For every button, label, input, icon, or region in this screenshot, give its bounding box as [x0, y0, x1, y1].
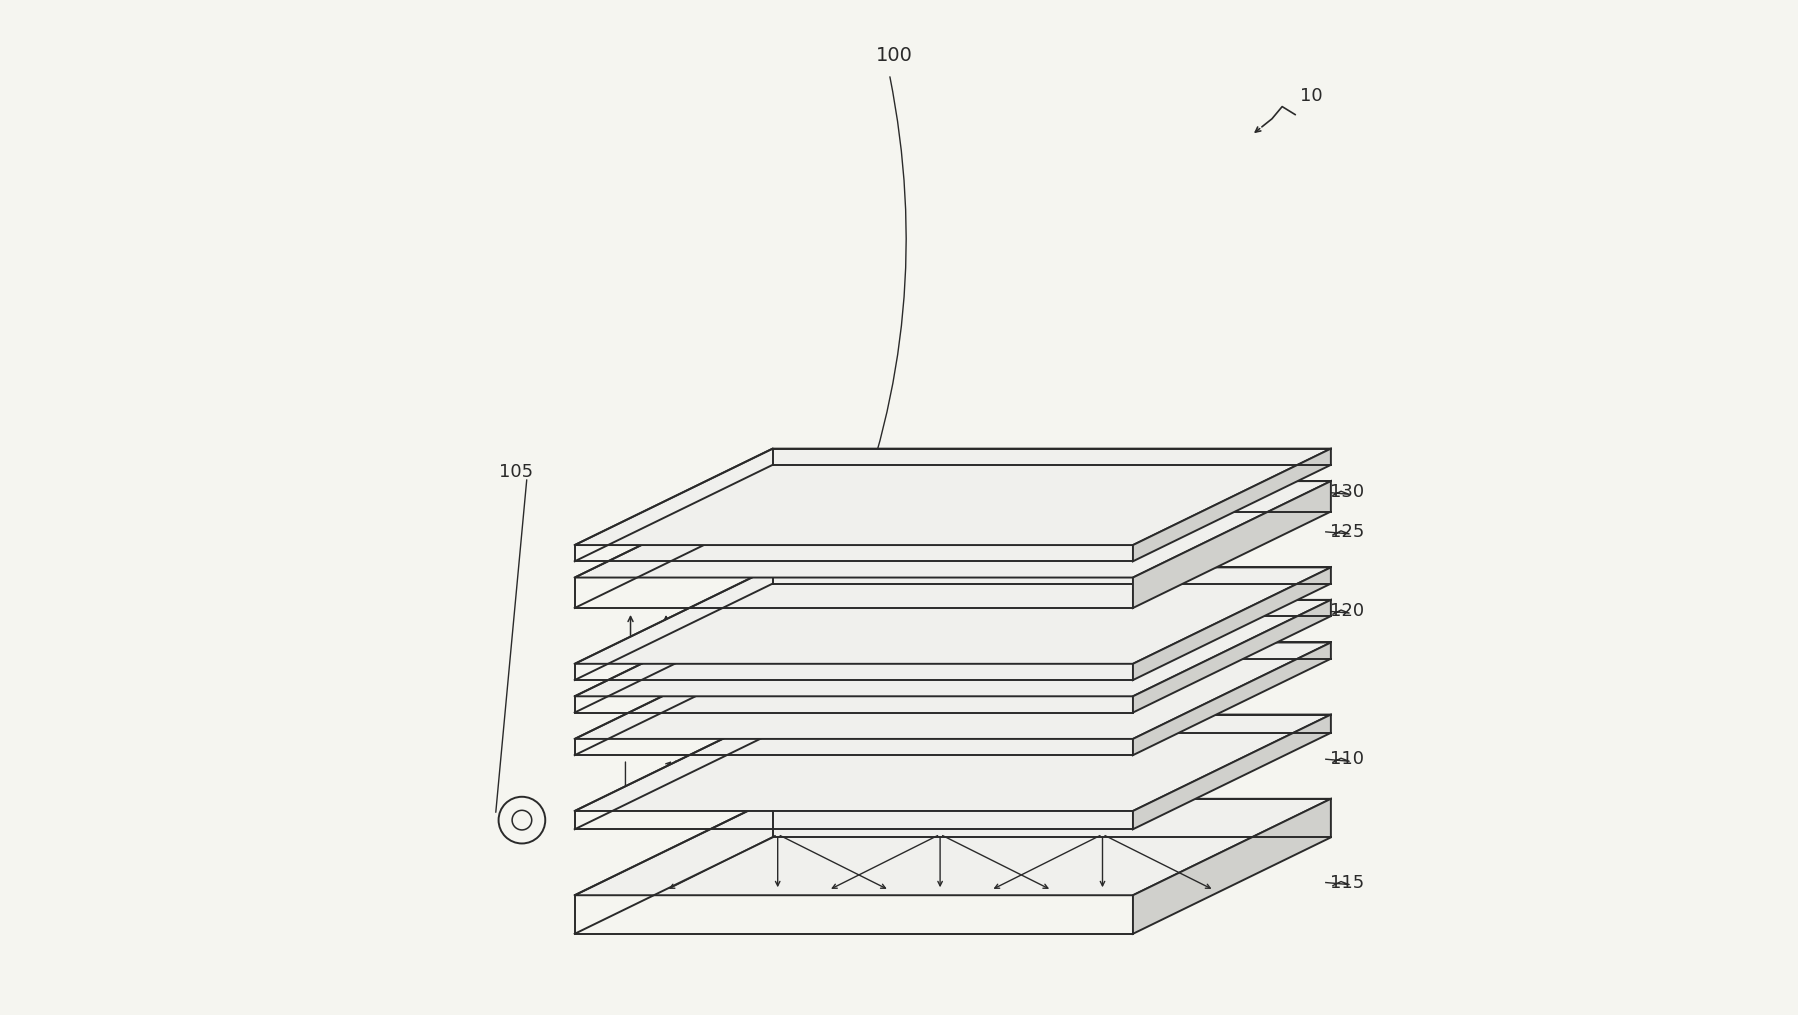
Text: 125: 125: [1329, 523, 1363, 541]
Polygon shape: [1133, 600, 1331, 713]
Text: 120: 120: [1329, 602, 1363, 620]
Polygon shape: [574, 600, 1331, 696]
Polygon shape: [1133, 715, 1331, 829]
Polygon shape: [574, 799, 1331, 895]
Polygon shape: [1133, 567, 1331, 680]
Polygon shape: [574, 567, 1331, 664]
Text: 105: 105: [498, 463, 532, 481]
Polygon shape: [1133, 642, 1331, 755]
Polygon shape: [574, 449, 1331, 545]
Polygon shape: [574, 715, 1331, 811]
Text: 115: 115: [1329, 874, 1363, 891]
Polygon shape: [574, 642, 1331, 739]
Text: 100: 100: [876, 47, 912, 65]
Text: 110: 110: [1329, 750, 1363, 768]
Text: 10: 10: [1300, 87, 1322, 106]
Text: 130: 130: [1329, 483, 1363, 501]
Polygon shape: [1133, 449, 1331, 561]
Polygon shape: [1133, 799, 1331, 934]
Polygon shape: [574, 481, 1331, 578]
Polygon shape: [1133, 481, 1331, 608]
